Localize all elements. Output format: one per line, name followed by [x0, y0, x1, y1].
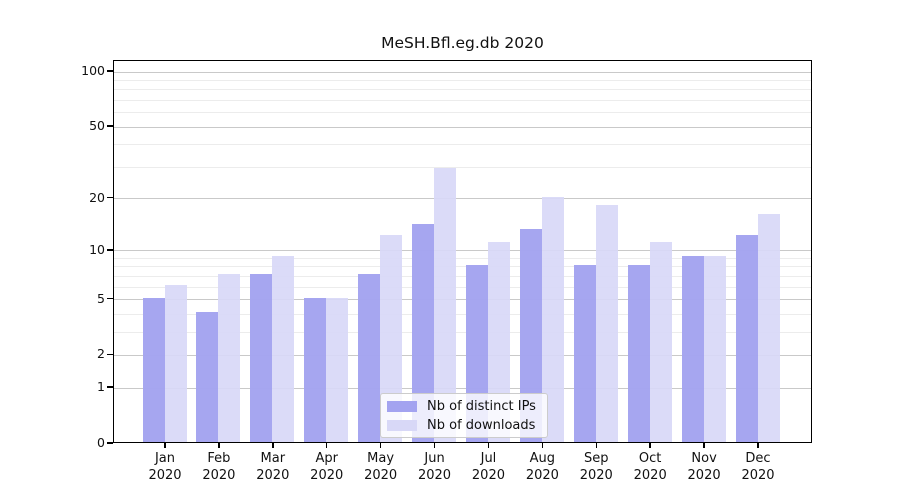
legend-swatch-distinct-ips-icon	[387, 400, 417, 412]
x-tick-label: Apr 2020	[310, 451, 344, 483]
y-tick-label: 0	[97, 435, 105, 450]
bar-distinct-ips	[627, 264, 650, 442]
y-tick-label: 100	[81, 63, 105, 79]
bar-distinct-ips	[412, 223, 435, 442]
minor-gridline	[114, 331, 811, 333]
y-tick-mark	[107, 297, 113, 300]
bar-distinct-ips	[735, 235, 758, 442]
x-tick-mark	[487, 443, 490, 448]
x-tick-label: May 2020	[364, 451, 398, 483]
major-gridline	[114, 71, 811, 73]
minor-gridline	[114, 112, 811, 114]
legend-row-distinct-ips: Nb of distinct IPs	[387, 399, 539, 414]
bar-distinct-ips	[358, 274, 381, 442]
minor-gridline	[114, 89, 811, 91]
bar-distinct-ips	[573, 264, 596, 442]
minor-gridline	[114, 80, 811, 82]
x-tick-label: Feb 2020	[202, 451, 236, 483]
x-tick-mark	[541, 443, 544, 448]
y-tick-label: 20	[89, 189, 105, 205]
y-tick-mark	[107, 70, 113, 72]
legend-label-distinct-ips: Nb of distinct IPs	[427, 398, 536, 414]
bar-distinct-ips	[142, 297, 165, 442]
bar-downloads	[326, 297, 349, 442]
x-tick-mark	[703, 443, 705, 448]
y-tick-label: 5	[97, 290, 105, 306]
y-tick-label: 50	[89, 118, 105, 134]
bar-distinct-ips	[304, 297, 327, 442]
legend-swatch-downloads-icon	[387, 419, 417, 431]
legend-row-downloads: Nb of downloads	[387, 418, 539, 433]
plot-area: Nb of distinct IPs Nb of downloads	[113, 60, 812, 443]
major-gridline	[114, 126, 811, 128]
x-tick-label: Oct 2020	[633, 451, 667, 483]
x-tick-label: Jul 2020	[471, 451, 505, 483]
major-gridline	[114, 198, 811, 200]
x-tick-mark	[325, 443, 328, 448]
bar-downloads	[757, 213, 780, 442]
legend: Nb of distinct IPs Nb of downloads	[380, 393, 548, 438]
x-tick-mark	[379, 443, 382, 448]
x-tick-label: Jan 2020	[148, 451, 182, 483]
x-tick-mark	[218, 443, 220, 448]
y-tick-mark	[107, 386, 113, 388]
bar-downloads	[218, 274, 241, 442]
minor-gridline	[114, 286, 811, 288]
bar-distinct-ips	[519, 229, 542, 442]
bar-downloads	[595, 204, 618, 442]
major-gridline	[114, 354, 811, 356]
major-gridline	[114, 250, 811, 252]
bar-distinct-ips	[681, 256, 704, 442]
minor-gridline	[114, 166, 811, 168]
x-tick-mark	[272, 443, 274, 448]
y-tick-mark	[107, 353, 113, 356]
bar-downloads	[487, 241, 510, 442]
y-tick-mark	[107, 196, 113, 199]
bar-downloads	[434, 167, 457, 442]
bar-downloads	[272, 256, 295, 442]
x-tick-mark	[164, 443, 166, 448]
x-tick-mark	[649, 443, 651, 448]
minor-gridline	[114, 275, 811, 277]
bar-downloads	[703, 256, 726, 442]
x-tick-mark	[433, 443, 436, 448]
y-tick-mark	[107, 125, 113, 127]
major-gridline	[114, 387, 811, 389]
y-tick-label: 2	[97, 346, 105, 362]
bar-downloads	[164, 285, 187, 442]
x-tick-label: Jun 2020	[417, 451, 452, 483]
bar-downloads	[649, 241, 672, 442]
minor-gridline	[114, 313, 811, 315]
bar-distinct-ips	[196, 312, 219, 442]
bar-downloads	[380, 235, 403, 442]
chart-title: MeSH.Bfl.eg.db 2020	[381, 34, 544, 52]
x-tick-label: Nov 2020	[687, 451, 721, 483]
bar-downloads	[541, 196, 564, 442]
x-tick-label: Mar 2020	[256, 451, 290, 483]
y-tick-label: 10	[89, 241, 105, 257]
x-tick-mark	[757, 443, 759, 448]
minor-gridline	[114, 266, 811, 268]
bar-distinct-ips	[250, 274, 273, 442]
x-tick-label: Aug 2020	[525, 451, 559, 483]
y-tick-mark	[107, 442, 113, 444]
x-tick-label: Sep 2020	[579, 451, 613, 483]
minor-gridline	[114, 144, 811, 146]
minor-gridline	[114, 100, 811, 102]
x-tick-label: Dec 2020	[741, 451, 775, 483]
legend-label-downloads: Nb of downloads	[427, 417, 536, 433]
y-tick-label: 1	[97, 379, 105, 395]
y-tick-mark	[107, 249, 113, 251]
minor-gridline	[114, 257, 811, 259]
x-tick-mark	[595, 443, 598, 448]
major-gridline	[114, 299, 811, 301]
